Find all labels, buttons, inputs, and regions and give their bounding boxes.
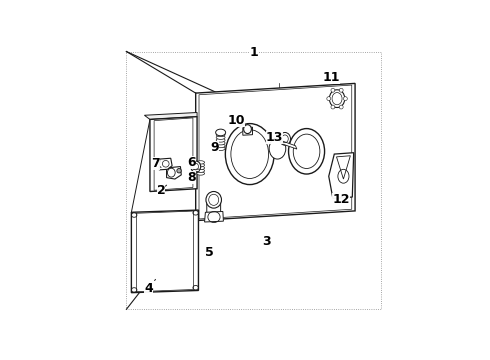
Polygon shape bbox=[207, 199, 220, 213]
Ellipse shape bbox=[331, 105, 335, 109]
Ellipse shape bbox=[244, 125, 251, 134]
Polygon shape bbox=[243, 127, 252, 135]
Text: 5: 5 bbox=[205, 246, 214, 259]
Polygon shape bbox=[145, 112, 197, 120]
Ellipse shape bbox=[279, 132, 291, 145]
Ellipse shape bbox=[177, 168, 181, 173]
Ellipse shape bbox=[216, 147, 225, 150]
Ellipse shape bbox=[225, 123, 274, 185]
Text: 3: 3 bbox=[262, 235, 270, 248]
Ellipse shape bbox=[197, 163, 204, 167]
Text: 11: 11 bbox=[323, 71, 340, 84]
Ellipse shape bbox=[331, 88, 335, 92]
Ellipse shape bbox=[206, 192, 221, 208]
Text: 7: 7 bbox=[151, 157, 161, 170]
Ellipse shape bbox=[216, 138, 225, 142]
Ellipse shape bbox=[197, 172, 204, 175]
Ellipse shape bbox=[269, 138, 286, 159]
Polygon shape bbox=[193, 169, 199, 172]
Text: 10: 10 bbox=[227, 114, 245, 127]
Ellipse shape bbox=[216, 144, 225, 148]
Polygon shape bbox=[167, 167, 181, 179]
Ellipse shape bbox=[216, 129, 225, 136]
Text: 9: 9 bbox=[211, 141, 220, 154]
Polygon shape bbox=[150, 117, 197, 192]
Ellipse shape bbox=[191, 161, 201, 172]
Ellipse shape bbox=[197, 161, 204, 164]
Ellipse shape bbox=[197, 166, 204, 170]
Text: 6: 6 bbox=[187, 156, 196, 169]
Polygon shape bbox=[282, 141, 297, 149]
Ellipse shape bbox=[329, 90, 345, 108]
Polygon shape bbox=[329, 153, 354, 198]
Text: 1: 1 bbox=[249, 46, 258, 59]
Text: 4: 4 bbox=[144, 279, 155, 295]
Ellipse shape bbox=[197, 169, 204, 172]
Polygon shape bbox=[196, 84, 355, 221]
Ellipse shape bbox=[327, 97, 331, 100]
Text: 12: 12 bbox=[332, 193, 350, 206]
Ellipse shape bbox=[343, 97, 347, 100]
Ellipse shape bbox=[216, 141, 225, 145]
Text: 13: 13 bbox=[266, 131, 283, 144]
Polygon shape bbox=[131, 210, 198, 293]
Ellipse shape bbox=[339, 105, 343, 109]
Text: 2: 2 bbox=[157, 184, 167, 197]
Ellipse shape bbox=[339, 88, 343, 92]
Ellipse shape bbox=[289, 129, 324, 174]
Text: 8: 8 bbox=[187, 171, 196, 184]
Polygon shape bbox=[159, 158, 172, 170]
Ellipse shape bbox=[216, 133, 225, 136]
Ellipse shape bbox=[216, 135, 225, 139]
Polygon shape bbox=[204, 211, 223, 222]
